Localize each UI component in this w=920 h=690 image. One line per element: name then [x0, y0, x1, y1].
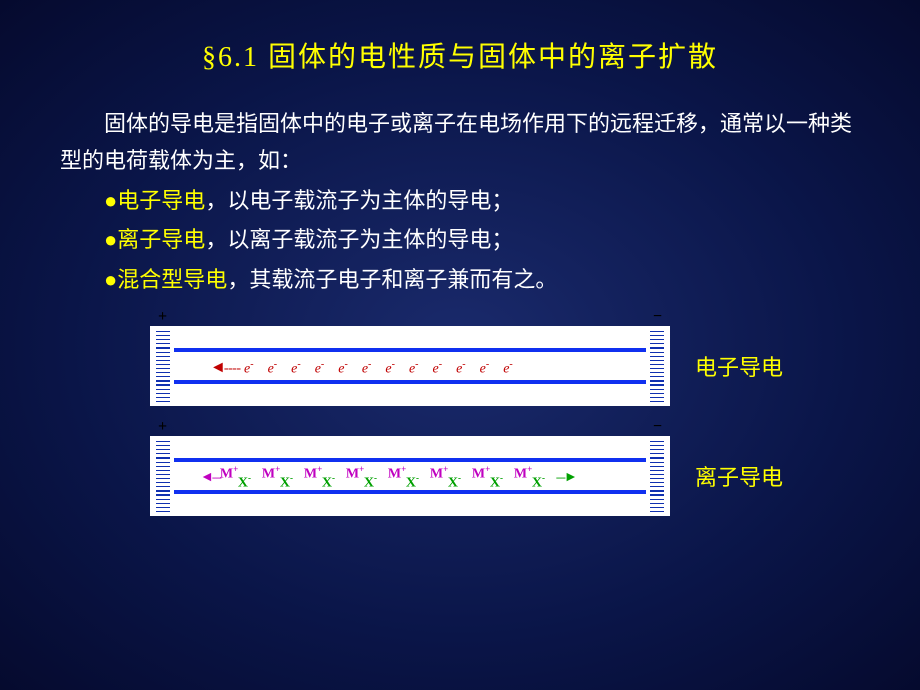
ion-pair: M+X- [304, 464, 346, 492]
cation-label: M+ [262, 464, 280, 483]
ion-pair: M+X- [472, 464, 514, 492]
electron-label: e- [409, 359, 419, 378]
bullet-icon: ● [104, 267, 117, 292]
electron-label: e- [385, 359, 395, 378]
ion-pair: M+X- [430, 464, 472, 492]
bullet-1: ●电子导电，以电子载流子为主体的导电； [60, 182, 860, 219]
bullet-2: ●离子导电，以离子载流子为主体的导电； [60, 221, 860, 258]
ion-pair: M+X- [388, 464, 430, 492]
cation-label: M+ [388, 464, 406, 483]
ion-pair: M+X- [220, 464, 262, 492]
intro-paragraph: 固体的导电是指固体中的电子或离子在电场作用下的远程迁移，通常以一种类型的电荷载体… [60, 105, 860, 180]
anion-label: X- [322, 473, 335, 492]
ion-pair: M+X- [262, 464, 304, 492]
electron-label: e- [456, 359, 466, 378]
anion-arrow-right-icon: - - -► [556, 470, 576, 486]
bullet-3: ●混合型导电，其载流子电子和离子兼而有之。 [60, 261, 860, 298]
bullet-1-keyword: 电子导电 [117, 188, 205, 213]
minus-sign: − [653, 308, 662, 326]
right-plate [650, 331, 664, 401]
cation-label: M+ [346, 464, 364, 483]
ion-pair: M+X- [346, 464, 388, 492]
bullet-icon: ● [104, 188, 117, 213]
top-conductor-line [174, 348, 646, 352]
bullet-2-rest: ，以离子载流子为主体的导电； [205, 227, 513, 252]
section-title: §6.1 固体的电性质与固体中的离子扩散 [0, 0, 920, 75]
anion-label: X- [364, 473, 377, 492]
bullet-3-keyword: 混合型导电 [117, 267, 227, 292]
ion-carriers: ◄- - - M+X-M+X-M+X-M+X-M+X-M+X-M+X-M+X--… [200, 464, 630, 492]
electron-label: e- [244, 359, 254, 378]
electron-diagram-label: 电子导电 [695, 350, 783, 382]
electron-label: e- [362, 359, 372, 378]
electron-label: e- [503, 359, 513, 378]
electron-label: e- [433, 359, 443, 378]
cation-label: M+ [514, 464, 532, 483]
cation-label: M+ [430, 464, 448, 483]
electron-label: e- [291, 359, 301, 378]
electron-diagram-wrap: + − ◄- - - - e-e-e-e-e-e-e-e-e-e-e-e- 电子… [150, 326, 920, 406]
anion-label: X- [490, 473, 503, 492]
electron-arrow-left-icon: ◄- - - - [210, 359, 239, 377]
ion-diagram-label: 离子导电 [695, 460, 783, 492]
plus-sign: + [158, 418, 167, 436]
cation-label: M+ [472, 464, 490, 483]
anion-label: X- [448, 473, 461, 492]
electron-label: e- [268, 359, 278, 378]
electron-carriers: ◄- - - - e-e-e-e-e-e-e-e-e-e-e-e- [210, 355, 630, 381]
left-plate [156, 331, 170, 401]
anion-label: X- [238, 473, 251, 492]
electron-label: e- [338, 359, 348, 378]
right-plate [650, 441, 664, 511]
cation-label: M+ [220, 464, 238, 483]
anion-label: X- [406, 473, 419, 492]
top-conductor-line [174, 458, 646, 462]
ion-pair: M+X- [514, 464, 556, 492]
minus-sign: − [653, 418, 662, 436]
left-plate [156, 441, 170, 511]
bullet-3-rest: ，其载流子电子和离子兼而有之。 [227, 267, 557, 292]
ion-diagram: + − ◄- - - M+X-M+X-M+X-M+X-M+X-M+X-M+X-M… [150, 436, 670, 516]
cation-arrow-left-icon: ◄- - - [200, 470, 220, 486]
anion-label: X- [532, 473, 545, 492]
bullet-icon: ● [104, 227, 117, 252]
electron-diagram: + − ◄- - - - e-e-e-e-e-e-e-e-e-e-e-e- [150, 326, 670, 406]
electron-label: e- [480, 359, 490, 378]
bullet-2-keyword: 离子导电 [117, 227, 205, 252]
bullet-1-rest: ，以电子载流子为主体的导电； [205, 188, 513, 213]
body-text: 固体的导电是指固体中的电子或离子在电场作用下的远程迁移，通常以一种类型的电荷载体… [0, 75, 920, 298]
plus-sign: + [158, 308, 167, 326]
anion-label: X- [280, 473, 293, 492]
cation-label: M+ [304, 464, 322, 483]
electron-label: e- [315, 359, 325, 378]
ion-diagram-wrap: + − ◄- - - M+X-M+X-M+X-M+X-M+X-M+X-M+X-M… [150, 436, 920, 516]
